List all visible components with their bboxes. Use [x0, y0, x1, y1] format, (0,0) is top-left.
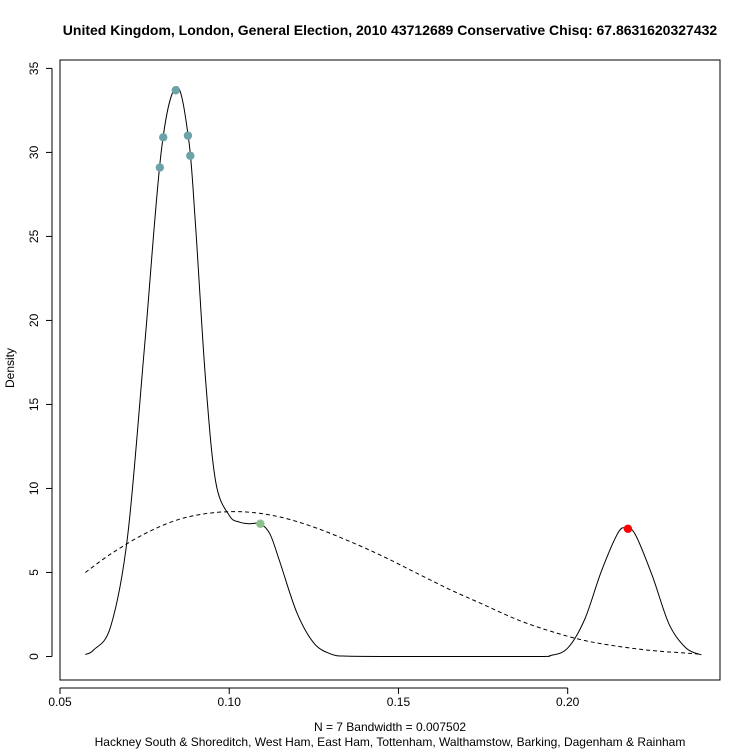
- y-tick-label: 30: [27, 145, 41, 159]
- data-point: [256, 519, 265, 528]
- data-point: [159, 133, 168, 142]
- y-axis-label: Density: [3, 348, 17, 388]
- y-axis: 0 5 10 15 20 25 30 35: [27, 61, 53, 660]
- x-tick-label: 0.10: [218, 695, 242, 709]
- x-tick-label: 0.20: [556, 695, 580, 709]
- data-point: [155, 163, 165, 172]
- x-tick-label: 0.05: [48, 695, 72, 709]
- kernel-density-line: [85, 86, 702, 657]
- data-point: [171, 86, 180, 95]
- data-point: [183, 131, 193, 140]
- y-tick-label: 35: [27, 61, 41, 75]
- reference-density-line: [85, 511, 702, 655]
- x-tick-label: 0.15: [387, 695, 411, 709]
- data-point: [186, 151, 195, 160]
- y-tick-label: 25: [27, 229, 41, 243]
- y-tick-label: 20: [27, 313, 41, 327]
- y-tick-label: 15: [27, 397, 41, 411]
- x-axis-label: N = 7 Bandwidth = 0.007502: [314, 720, 466, 734]
- y-tick-label: 5: [27, 569, 41, 576]
- plot-frame: [59, 59, 721, 681]
- y-tick-label: 0: [27, 653, 41, 660]
- x-axis: 0.05 0.10 0.15 0.20: [48, 687, 580, 709]
- chart-subtitle: Hackney South & Shoreditch, West Ham, Ea…: [95, 735, 686, 749]
- chart-title: United Kingdom, London, General Election…: [63, 22, 718, 38]
- data-points: [155, 86, 633, 533]
- y-tick-label: 10: [27, 481, 41, 495]
- data-point: [623, 524, 633, 533]
- density-lines: [85, 86, 702, 657]
